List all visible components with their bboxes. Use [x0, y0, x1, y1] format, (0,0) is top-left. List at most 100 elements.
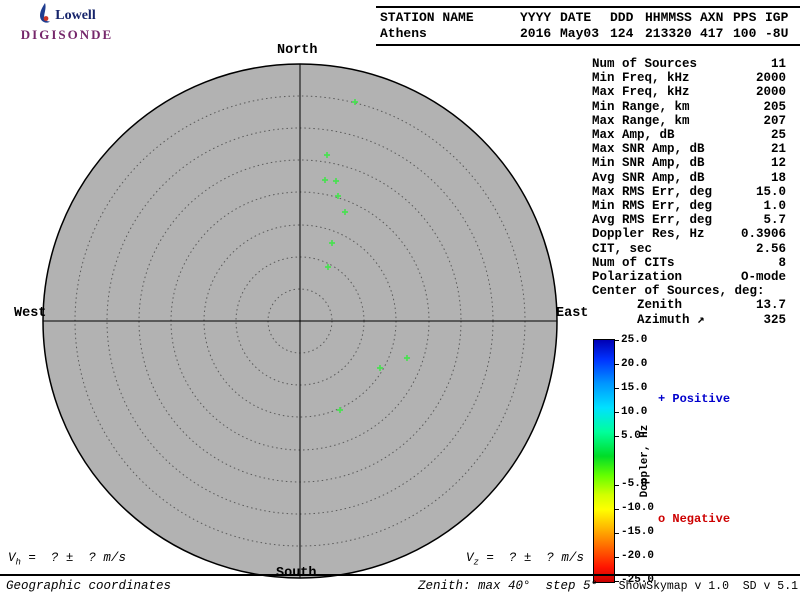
header-value-axn: 417 — [700, 26, 724, 41]
stat-row: Center of Sources, deg: — [592, 284, 786, 298]
logo-digisonde-text: DIGISONDE — [20, 27, 114, 42]
stat-label: Num of CITs — [592, 255, 675, 270]
stat-row: Max Range, km 207 — [592, 114, 786, 128]
stat-label: Center of Sources, deg: — [592, 284, 765, 299]
colorbar-tick-mark — [615, 388, 619, 389]
stat-label: Num of Sources — [592, 57, 698, 71]
stat-value: 11 — [770, 57, 786, 71]
stat-value: 21 — [770, 142, 786, 157]
source-marker — [329, 240, 335, 246]
compass-north: North — [277, 43, 318, 58]
colorbar-tick-mark — [615, 533, 619, 534]
header-label-pps: PPS — [733, 10, 757, 25]
header-label-yyyy: YYYY — [520, 10, 552, 25]
header-labels-row: STATION NAME YYYY DATE DDD HHMMSS AXN PP… — [380, 10, 800, 26]
source-marker — [335, 193, 341, 199]
stat-value: 2.56 — [755, 241, 786, 256]
stat-row: Max SNR Amp, dB 21 — [592, 142, 786, 156]
header-value-yyyy: 2016 — [520, 26, 552, 41]
colorbar-tick-label: -15.0 — [621, 526, 655, 538]
stat-label: Avg RMS Err, deg — [592, 213, 713, 228]
colorbar-tick-label: -25.0 — [621, 574, 655, 586]
stat-value: 15.0 — [755, 184, 786, 199]
colorbar-tick-label: 5.0 — [621, 430, 641, 442]
stat-label: CIT, sec — [592, 241, 653, 256]
stat-label: Avg SNR Amp, dB — [592, 170, 705, 185]
vh-symbol: V — [8, 551, 16, 565]
source-marker — [404, 355, 410, 361]
stat-row: Zenith 13.7 — [592, 298, 786, 312]
header-value-hhmmss: 213320 — [645, 26, 692, 41]
stat-row: Avg SNR Amp, dB 18 — [592, 171, 786, 185]
lowell-digisonde-logo: Lowell DIGISONDE — [8, 3, 126, 43]
stat-value: 2000 — [755, 71, 786, 86]
source-marker — [325, 264, 331, 270]
header-value-station-name: Athens — [380, 26, 427, 41]
vh-value: = ? ± ? m/s — [20, 551, 126, 565]
positive-symbol: + — [658, 392, 666, 406]
header-label-hhmmss: HHMMSS — [645, 10, 692, 25]
colorbar-tick-mark — [615, 364, 619, 365]
stat-row: Polarization O-mode — [592, 270, 786, 284]
stat-row: Azimuth ↗ 325 — [592, 313, 786, 327]
stat-label: Polarization — [592, 270, 683, 285]
negative-symbol: o — [658, 512, 666, 526]
stat-value: 8 — [778, 255, 786, 270]
source-marker — [324, 152, 330, 158]
positive-label: Positive — [672, 392, 731, 406]
compass-east: East — [556, 306, 589, 321]
stat-label: Doppler Res, Hz — [592, 227, 705, 242]
stat-label: Max Freq, kHz — [592, 85, 690, 100]
stat-value: 207 — [763, 113, 786, 128]
skymap — [42, 63, 558, 579]
legend-positive: + Positive — [658, 392, 730, 406]
vz-readout: Vz = ? ± ? m/s — [466, 551, 584, 568]
source-marker — [322, 177, 328, 183]
stat-row: Num of Sources 11 — [592, 57, 786, 71]
stat-row: Num of CITs 8 — [592, 256, 786, 270]
vh-readout: Vh = ? ± ? m/s — [8, 551, 126, 568]
header-label-igp: IGP — [765, 10, 789, 25]
footer-divider — [0, 574, 800, 576]
stat-row: Min RMS Err, deg 1.0 — [592, 199, 786, 213]
doppler-colorbar — [593, 339, 615, 583]
stat-label: Max Range, km — [592, 113, 690, 128]
stat-row: Min SNR Amp, dB 12 — [592, 156, 786, 170]
colorbar-tick-label: 25.0 — [621, 334, 648, 346]
source-markers-layer — [322, 99, 410, 413]
stat-label: Max RMS Err, deg — [592, 184, 713, 199]
negative-label: Negative — [672, 512, 731, 526]
colorbar-tick-label: -5.0 — [621, 478, 648, 490]
source-marker — [337, 407, 343, 413]
stat-label: Max SNR Amp, dB — [592, 142, 705, 157]
colorbar-tick-mark — [615, 412, 619, 413]
stat-label: Min Freq, kHz — [592, 71, 690, 86]
colorbar-tick-label: -20.0 — [621, 550, 655, 562]
stat-row: Doppler Res, Hz 0.3906 — [592, 227, 786, 241]
colorbar-tick-label: 10.0 — [621, 406, 648, 418]
source-marker — [342, 209, 348, 215]
stat-row: Min Range, km 205 — [592, 100, 786, 114]
stat-row: Max Freq, kHz 2000 — [592, 85, 786, 99]
stat-label: Max Amp, dB — [592, 128, 675, 143]
logo-lowell-text: Lowell — [55, 8, 96, 23]
colorbar-tick-mark — [615, 581, 619, 582]
stat-row: Max RMS Err, deg 15.0 — [592, 185, 786, 199]
stat-label: Azimuth ↗ — [592, 312, 705, 327]
legend-negative: o Negative — [658, 512, 730, 526]
colorbar-tick-label: -10.0 — [621, 502, 655, 514]
compass-south: South — [276, 566, 317, 581]
colorbar-tick-label: 20.0 — [621, 358, 648, 370]
coordinates-label: Geographic coordinates — [6, 579, 172, 593]
header-values-row: Athens 2016 May03 124 213320 417 100 -8U — [380, 26, 800, 42]
vh-subscript: h — [15, 557, 21, 568]
zenith-step-label: Zenith: max 40° step 5° — [418, 579, 599, 593]
stat-row: CIT, sec 2.56 — [592, 242, 786, 256]
stat-label: Min Range, km — [592, 99, 690, 114]
header-table: STATION NAME YYYY DATE DDD HHMMSS AXN PP… — [376, 6, 800, 46]
header-label-station-name: STATION NAME — [380, 10, 474, 25]
colorbar-tick-mark — [615, 340, 619, 341]
colorbar-tick-mark — [615, 436, 619, 437]
stat-value: 205 — [763, 99, 786, 114]
